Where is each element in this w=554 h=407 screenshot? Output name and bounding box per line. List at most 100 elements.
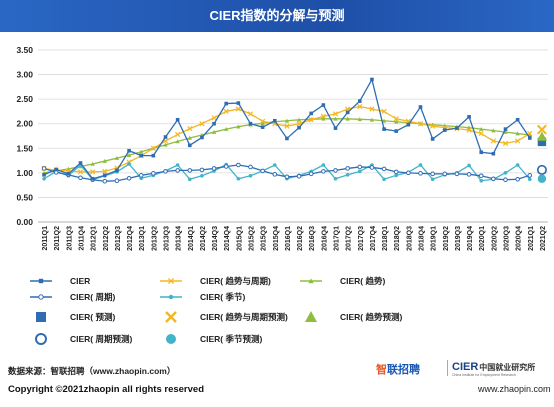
series-2-point xyxy=(345,116,350,121)
legend-item: CIER( 趋势) xyxy=(300,276,386,286)
series-2-point xyxy=(491,128,496,133)
series-4-point xyxy=(430,177,435,182)
series-0 xyxy=(42,77,532,181)
series-1-point xyxy=(223,108,229,115)
series-1-point xyxy=(357,103,363,110)
series-4-point xyxy=(127,162,131,166)
legend-item: CIER( 趋势与周期) xyxy=(160,276,271,286)
x-tick-label: 2016Q1 xyxy=(285,226,292,251)
series-0-point xyxy=(139,153,144,158)
x-tick-label: 2020Q1 xyxy=(479,226,486,251)
series-0-point xyxy=(297,125,301,130)
series-3-point xyxy=(503,177,508,183)
series-4-point xyxy=(394,173,399,178)
x-marker-stroke xyxy=(235,106,241,112)
series-2-point xyxy=(479,126,484,131)
series-4-point xyxy=(479,178,484,183)
legend-label: CIER( 周期预测) xyxy=(70,334,133,344)
x-tick-label: 2020Q4 xyxy=(516,226,523,251)
x-marker-stroke xyxy=(515,138,521,144)
legend-label: CIER( 趋势) xyxy=(340,276,386,286)
x-tick-label: 2017Q1 xyxy=(334,226,341,251)
series-1-point xyxy=(211,115,217,121)
x-tick-label: 2019Q1 xyxy=(431,226,438,251)
series-3-point xyxy=(236,162,241,168)
series-2-point xyxy=(296,117,302,122)
series-1-point xyxy=(490,138,496,144)
series-1-point xyxy=(308,117,314,123)
series-0-point xyxy=(260,125,265,129)
series-0-point xyxy=(406,122,411,127)
series-2-point xyxy=(126,153,132,157)
series-2-point xyxy=(515,131,520,136)
series-0-point xyxy=(102,173,107,178)
series-2-point xyxy=(175,139,180,144)
x-tick-label: 2014Q3 xyxy=(212,226,219,251)
series-0-point xyxy=(479,150,484,155)
series-3-point xyxy=(175,168,180,173)
zhaopin-logo: 智联招聘 xyxy=(376,361,420,377)
series-3-point xyxy=(466,172,472,177)
series-3-point xyxy=(296,173,302,179)
series-3-point xyxy=(381,166,387,172)
x-tick-label: 2017Q3 xyxy=(358,226,365,251)
x-marker-stroke xyxy=(150,145,156,151)
x-marker-stroke xyxy=(175,131,181,138)
series-0-point xyxy=(175,117,180,122)
series-3-point xyxy=(478,173,484,179)
legend-item: CIER( 预测) xyxy=(36,312,116,322)
series-4-point xyxy=(503,171,508,175)
series-4-point xyxy=(272,163,277,167)
y-tick-label: 1.50 xyxy=(16,143,33,153)
legend-swatch-marker xyxy=(168,294,174,300)
x-marker-stroke xyxy=(308,117,314,123)
series-1-point xyxy=(478,130,484,137)
series-1-point xyxy=(235,106,241,112)
series-4-point xyxy=(321,163,326,167)
series-4-point xyxy=(527,177,532,182)
series-0-point xyxy=(515,117,520,122)
x-tick-label: 2011Q2 xyxy=(54,226,61,251)
series-4-point xyxy=(382,177,386,182)
x-tick-label: 2018Q3 xyxy=(406,226,413,251)
series-2-point xyxy=(503,129,508,134)
legend-swatch-marker xyxy=(35,333,47,345)
x-tick-label: 2018Q1 xyxy=(382,226,389,251)
forecast-point-9 xyxy=(537,174,547,183)
x-tick-label: 2018Q4 xyxy=(419,226,426,251)
series-3-point xyxy=(284,174,290,180)
series-3-point xyxy=(442,171,448,177)
x-marker-stroke xyxy=(102,168,108,175)
x-tick-label: 2016Q4 xyxy=(321,226,328,251)
legend-item: CIER( 趋势与周期预测) xyxy=(165,311,288,323)
legend-swatch-marker xyxy=(166,334,176,344)
series-0-point xyxy=(430,137,435,141)
x-tick-label: 2013Q3 xyxy=(164,226,171,251)
x-tick-label: 2021Q2 xyxy=(540,226,547,251)
series-2-point xyxy=(187,135,192,140)
series-4-point xyxy=(515,163,520,167)
series-0-point xyxy=(357,99,362,103)
x-tick-label: 2020Q2 xyxy=(491,226,498,251)
x-tick-label: 2012Q4 xyxy=(127,226,134,251)
x-tick-label: 2016Q2 xyxy=(297,226,304,251)
series-3-point xyxy=(357,164,363,170)
x-tick-label: 2017Q4 xyxy=(370,226,377,251)
forecast-point-6 xyxy=(536,124,547,135)
series-3-point xyxy=(78,175,83,181)
legend-label: CIER( 周期) xyxy=(70,292,116,302)
series-3-point xyxy=(223,164,229,169)
series-0-point xyxy=(333,126,338,130)
forecast-point-8 xyxy=(536,164,547,175)
series-0-point xyxy=(527,136,532,140)
x-tick-label: 2021Q1 xyxy=(528,226,535,251)
forecast-point-5 xyxy=(537,137,547,147)
series-1-point xyxy=(369,106,375,112)
series-0-point xyxy=(418,105,423,109)
x-tick-label: 2016Q3 xyxy=(309,226,316,251)
chart-plot: 0.00 0.50 1.00 1.50 2.00 2.50 3.00 3.50 2011Q1 20… xyxy=(16,45,548,345)
series-3-point xyxy=(126,175,132,181)
x-marker-stroke xyxy=(405,118,411,124)
series-0-point xyxy=(321,103,326,107)
legend-item: CIER( 趋势预测) xyxy=(305,311,403,322)
